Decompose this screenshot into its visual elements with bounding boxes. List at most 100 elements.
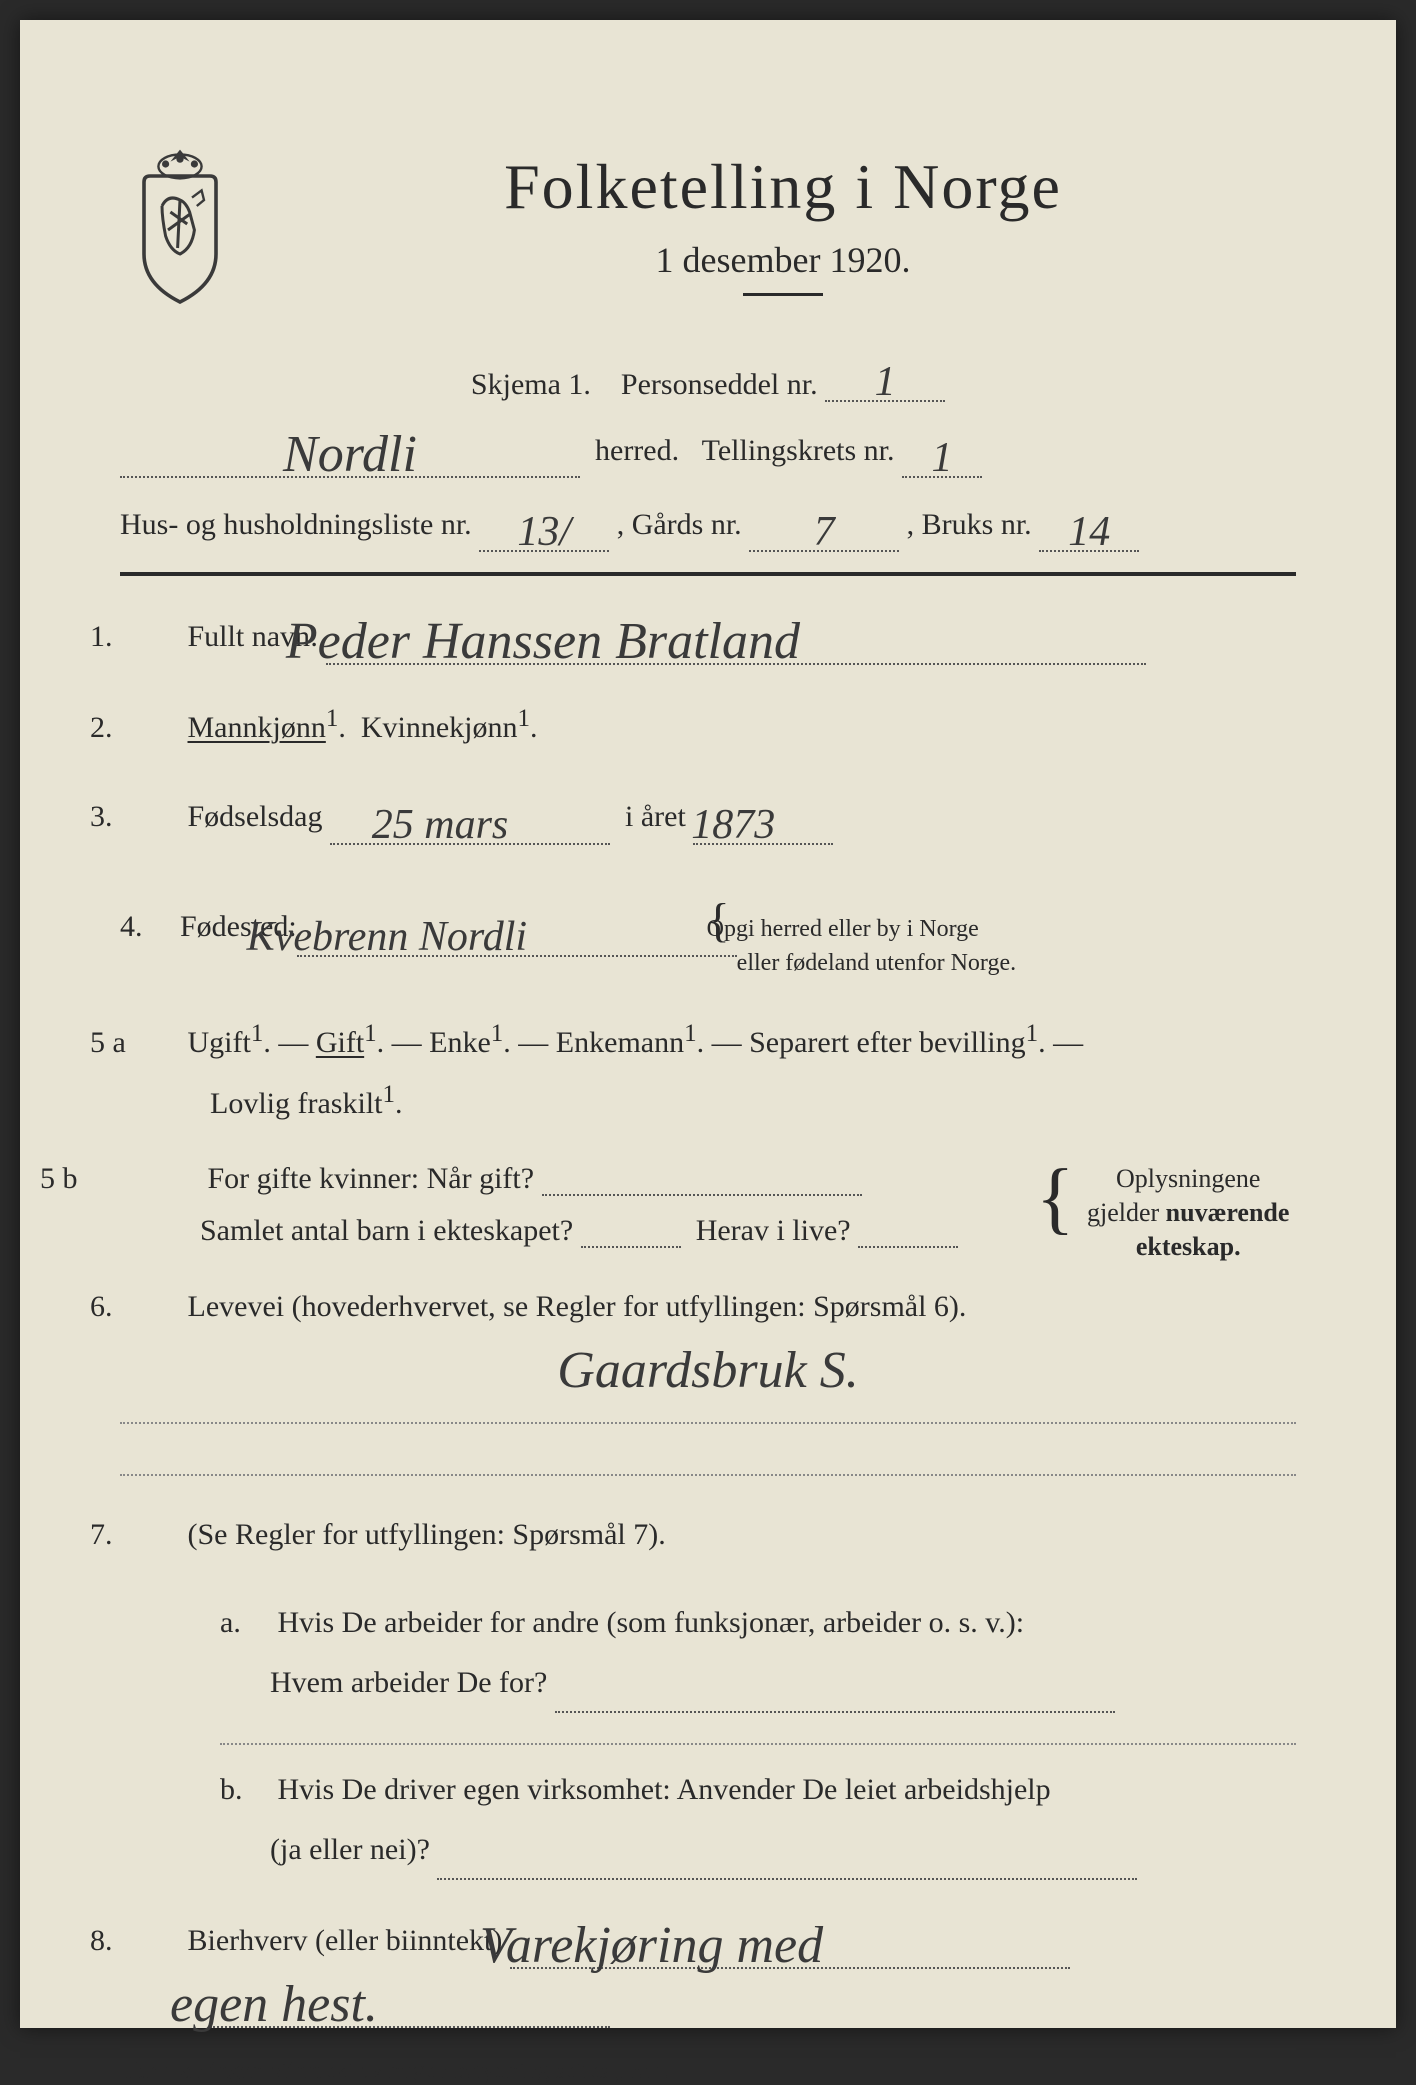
q5b-live-field bbox=[858, 1246, 958, 1248]
q3-year: 1873 bbox=[721, 809, 775, 843]
q2-sup2: 1 bbox=[517, 705, 530, 732]
heavy-divider bbox=[120, 572, 1296, 576]
q7b-label: b. bbox=[220, 1760, 270, 1820]
q5b-num: 5 b bbox=[120, 1162, 200, 1196]
q6-rule1 bbox=[120, 1422, 1296, 1424]
q5a-num: 5 a bbox=[120, 1014, 180, 1071]
bruks-field: 14 bbox=[1039, 496, 1139, 552]
tellingskrets-label: Tellingskrets nr. bbox=[702, 434, 895, 467]
q3-num: 3. bbox=[120, 788, 180, 845]
q1-row: 1. Fullt navn: Peder Hanssen Bratland bbox=[120, 606, 1296, 665]
q7a-rule bbox=[220, 1743, 1296, 1745]
q7b-field bbox=[437, 1878, 1137, 1880]
subtitle-date: 1 desember 1920. bbox=[270, 239, 1296, 281]
q5b-note: { Oplysningene gjelder nuværende ekteska… bbox=[1036, 1162, 1296, 1263]
q2-kvinne: Kvinnekjønn bbox=[361, 711, 518, 744]
q6-rule2 bbox=[120, 1474, 1296, 1476]
q5a-enkemann: Enkemann bbox=[556, 1026, 684, 1059]
q5a-enke: Enke bbox=[429, 1026, 491, 1059]
bruks-label: , Bruks nr. bbox=[907, 508, 1032, 541]
q2-row: 2. Mannkjønn1. Kvinnekjønn1. bbox=[120, 695, 1296, 756]
q5a-gift: Gift bbox=[316, 1026, 364, 1059]
hush-label: Hus- og husholdningsliste nr. bbox=[120, 508, 472, 541]
q8-field: Varekjøring med bbox=[510, 1910, 1070, 1969]
q4-field: Kvebrenn Nordli bbox=[297, 898, 737, 957]
q8-value: Varekjøring med bbox=[510, 1925, 823, 1967]
q7-num: 7. bbox=[120, 1506, 180, 1563]
q7a-text: Hvis De arbeider for andre (som funksjon… bbox=[278, 1606, 1025, 1639]
q5a-separert: Separert efter bevilling bbox=[749, 1026, 1026, 1059]
q6-answer: Gaardsbruk S. bbox=[120, 1350, 1296, 1392]
q5b-line1: For gifte kvinner: Når gift? bbox=[208, 1162, 535, 1195]
hush-field: 13/ bbox=[479, 496, 609, 552]
q5a-row: 5 a Ugift1. — Gift1. — Enke1. — Enkemann… bbox=[120, 1010, 1296, 1132]
q4-note: Opgi herred eller by i Norge eller fødel… bbox=[737, 913, 1016, 980]
footer-note: Har man ingen biinntekt av nogen betydni… bbox=[120, 2048, 1296, 2085]
hush-value: 13/ bbox=[517, 516, 571, 550]
q7b-text: Hvis De driver egen virksomhet: Anvender… bbox=[278, 1773, 1051, 1806]
q5a-lovlig: Lovlig fraskilt bbox=[150, 1087, 382, 1120]
q3-day-field: 25 mars bbox=[330, 786, 610, 845]
q8-label: Bierhverv (eller biinntekt) bbox=[188, 1924, 503, 1957]
herred-label: herred. bbox=[595, 434, 679, 467]
title-block: Folketelling i Norge 1 desember 1920. bbox=[270, 140, 1296, 326]
personseddel-field: 1 bbox=[825, 366, 945, 402]
gards-label: , Gårds nr. bbox=[617, 508, 742, 541]
crest-svg bbox=[120, 140, 240, 308]
q5b-gift-field bbox=[542, 1194, 862, 1196]
q6-num: 6. bbox=[120, 1278, 180, 1335]
bruks-value: 14 bbox=[1068, 516, 1110, 550]
q5b-line2b: Herav i live? bbox=[696, 1214, 851, 1247]
q5b-row: 5 b For gifte kvinner: Når gift? Samlet … bbox=[120, 1162, 1296, 1248]
gards-field: 7 bbox=[749, 496, 899, 552]
hush-line: Hus- og husholdningsliste nr. 13/ , Gård… bbox=[120, 496, 1296, 552]
q7a-label: a. bbox=[220, 1593, 270, 1653]
q7-label: (Se Regler for utfyllingen: Spørsmål 7). bbox=[188, 1518, 666, 1551]
q5b-line2: Samlet antal barn i ekteskapet? bbox=[200, 1214, 573, 1247]
tellingskrets-field: 1 bbox=[902, 422, 982, 478]
q7a: a. Hvis De arbeider for andre (som funks… bbox=[120, 1593, 1296, 1713]
q3-row: 3. Fødselsdag 25 mars i året 1873 bbox=[120, 786, 1296, 845]
schema-line: Skjema 1. Personseddel nr. 1 bbox=[120, 366, 1296, 402]
q1-field: Peder Hanssen Bratland bbox=[326, 606, 1146, 665]
q2-num: 2. bbox=[120, 699, 180, 756]
q8-field2: egen hest. bbox=[210, 1969, 610, 2028]
personseddel-value: 1 bbox=[875, 366, 896, 400]
q3-year-field: 1873 bbox=[693, 786, 833, 845]
gards-value: 7 bbox=[814, 516, 835, 550]
q7b: b. Hvis De driver egen virksomhet: Anven… bbox=[120, 1760, 1296, 1880]
header-block: Folketelling i Norge 1 desember 1920. bbox=[120, 140, 1296, 326]
q6-label: Levevei (hovederhvervet, se Regler for u… bbox=[188, 1290, 967, 1323]
herred-field: Nordli bbox=[120, 422, 580, 478]
census-form-page: Folketelling i Norge 1 desember 1920. Sk… bbox=[20, 20, 1396, 2028]
q2-sup1: 1 bbox=[326, 705, 339, 732]
q2-mann: Mannkjønn bbox=[188, 711, 326, 744]
q3-year-label: i året bbox=[625, 800, 686, 833]
q4-row: 4. Fødested: Kvebrenn Nordli { Opgi herr… bbox=[120, 875, 1296, 980]
title-divider bbox=[743, 293, 823, 296]
q8-row: 8. Bierhverv (eller biinntekt) Varekjøri… bbox=[120, 1910, 1296, 2028]
tellingskrets-value: 1 bbox=[932, 442, 953, 476]
coat-of-arms-icon bbox=[120, 140, 240, 300]
q4-value: Kvebrenn Nordli bbox=[277, 921, 527, 955]
q7a-field bbox=[555, 1711, 1115, 1713]
q3-day: 25 mars bbox=[402, 809, 509, 843]
personseddel-label: Personseddel nr. bbox=[621, 368, 818, 401]
main-title: Folketelling i Norge bbox=[270, 150, 1296, 224]
q1-num: 1. bbox=[120, 608, 180, 665]
q3-label: Fødselsdag bbox=[188, 800, 323, 833]
q6-row: 6. Levevei (hovederhvervet, se Regler fo… bbox=[120, 1278, 1296, 1335]
q1-value: Peder Hanssen Bratland bbox=[316, 621, 800, 663]
q8-value2: egen hest. bbox=[200, 1984, 378, 2026]
herred-line: Nordli herred. Tellingskrets nr. 1 bbox=[120, 422, 1296, 478]
q8-num: 8. bbox=[120, 1912, 180, 1969]
q5b-barn-field bbox=[581, 1246, 681, 1248]
q7b-sub: (ja eller nei)? bbox=[220, 1833, 430, 1866]
q7a-sub: Hvem arbeider De for? bbox=[220, 1666, 547, 1699]
q7-row: 7. (Se Regler for utfyllingen: Spørsmål … bbox=[120, 1506, 1296, 1563]
q5a-ugift: Ugift bbox=[188, 1026, 251, 1059]
herred-value: Nordli bbox=[283, 434, 417, 476]
schema-label: Skjema 1. bbox=[471, 368, 591, 401]
q5b-brace: { bbox=[1036, 1162, 1074, 1234]
q6-value: Gaardsbruk S. bbox=[557, 1350, 858, 1392]
